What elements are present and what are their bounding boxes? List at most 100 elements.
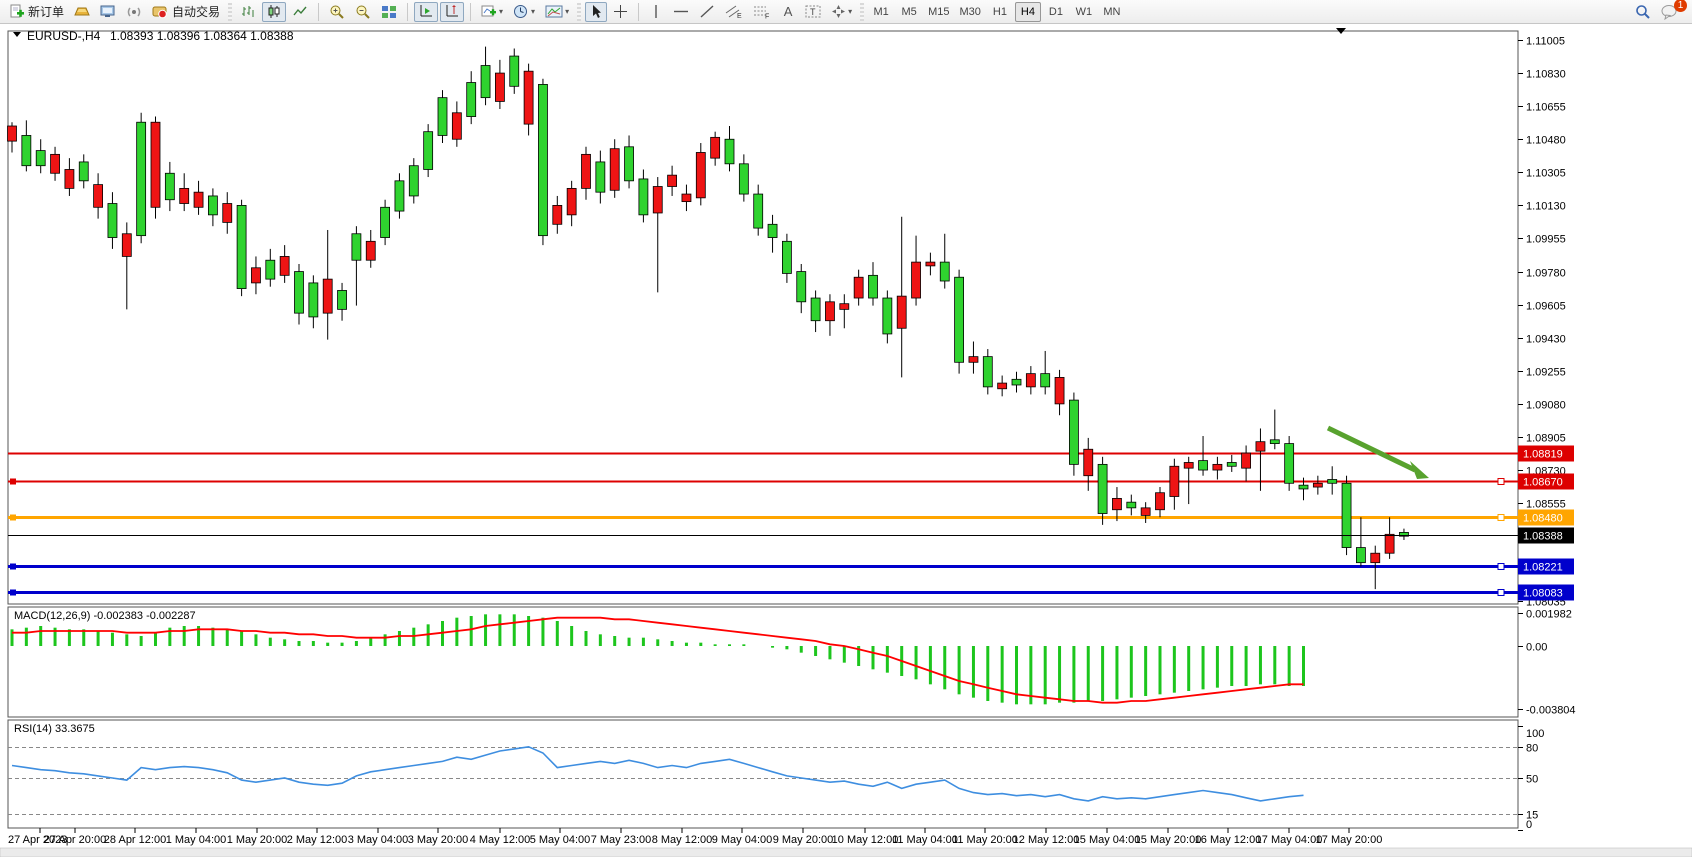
auto-scroll-icon <box>420 5 433 17</box>
line-handle[interactable] <box>10 478 16 485</box>
candle-body <box>294 271 304 314</box>
search-button[interactable] <box>1631 2 1655 22</box>
price-tick-label: 1.09780 <box>1526 268 1566 280</box>
line-handle[interactable] <box>10 514 16 521</box>
cursor-button[interactable] <box>585 1 608 22</box>
crosshair-button[interactable] <box>609 2 632 22</box>
templates-button[interactable]: ▾ <box>541 2 573 22</box>
timeframe-button-h4[interactable]: H4 <box>1014 1 1041 22</box>
rsi-tick-label: 0 <box>1526 819 1532 831</box>
candle-body <box>1298 484 1309 490</box>
dropdown-caret-icon: ▾ <box>531 7 536 16</box>
price-axis[interactable]: 1.11005 1.10830 1.10655 1.10480 1.10305 1.101… <box>1518 36 1566 609</box>
fibonacci-tool[interactable]: F <box>749 2 775 22</box>
arrows-tool[interactable]: ▾ <box>827 2 856 22</box>
news-button[interactable] <box>122 2 146 22</box>
time-tick-label: 10 May 12:00 <box>832 834 899 846</box>
crosshair-icon <box>614 5 628 18</box>
price-tick-label: 1.09080 <box>1526 400 1566 412</box>
equidistant-channel-tool[interactable]: E <box>721 2 747 22</box>
timeframe-button-m1[interactable]: M1 <box>873 5 889 18</box>
rsi-panel[interactable] <box>7 719 1519 829</box>
line-chart-button[interactable] <box>288 2 312 22</box>
candle-body <box>1011 378 1022 386</box>
candle-body <box>782 240 792 274</box>
horizontal-line-tool[interactable] <box>669 2 693 22</box>
candle-body <box>351 233 362 261</box>
time-tick-label: 27 Apr 20:00 <box>44 834 106 846</box>
price-tick-label: 1.09255 <box>1526 367 1566 379</box>
line-handle[interactable] <box>10 563 16 570</box>
rsi-line <box>11 745 1304 802</box>
macd-panel[interactable] <box>7 606 1519 718</box>
macd-indicator: MACD(12,26,9) -0.002383 -0.002287 0.00198… <box>10 609 1576 717</box>
status-bar <box>0 847 1692 857</box>
text-label-tool[interactable]: T <box>801 2 825 22</box>
candle-body <box>552 205 563 225</box>
periods-button[interactable]: ▾ <box>509 2 539 22</box>
arrow-annotation[interactable] <box>1326 425 1417 473</box>
candle-body <box>337 290 347 310</box>
timeframe-button-w1[interactable]: W1 <box>1075 5 1093 18</box>
terminal-button[interactable] <box>96 2 120 22</box>
candle-body <box>810 297 821 322</box>
text-tool[interactable]: A <box>783 4 793 19</box>
chat-button[interactable]: 1 <box>1657 0 1687 22</box>
arrow-annotation-head[interactable] <box>1410 461 1429 479</box>
svg-text:E: E <box>737 13 742 19</box>
time-tick-label: 15 May 20:00 <box>1135 834 1202 846</box>
gold-ingot-icon <box>74 7 90 16</box>
trendline-tool[interactable] <box>695 2 719 22</box>
timeframe-button-m30[interactable]: M30 <box>959 5 981 18</box>
market-watch-button[interactable] <box>70 2 94 22</box>
candle-body <box>136 121 147 237</box>
candle-body <box>509 55 520 87</box>
candle-body <box>78 161 89 182</box>
candle-body <box>997 382 1008 390</box>
zoom-out-button[interactable] <box>351 2 375 22</box>
line-handle[interactable] <box>1497 514 1505 521</box>
candle-body <box>595 161 606 193</box>
line-handle[interactable] <box>1497 563 1505 570</box>
time-tick-label: 3 May 04:00 <box>348 834 409 846</box>
new-order-button[interactable]: 新订单 <box>5 2 68 22</box>
main-chart-panel[interactable] <box>7 30 1519 605</box>
candle-body <box>251 267 261 284</box>
timeframe-button-h1[interactable]: H1 <box>992 5 1007 18</box>
zoom-in-button[interactable] <box>325 2 349 22</box>
candle-body <box>925 261 936 267</box>
auto-scroll-button[interactable] <box>414 1 439 22</box>
rsi-tick-label: 80 <box>1526 743 1538 755</box>
toolbar-grip <box>228 2 233 21</box>
indicators-button[interactable]: ▾ <box>477 2 507 22</box>
line-handle[interactable] <box>1497 589 1505 596</box>
candlestick-chart-button[interactable] <box>262 1 287 22</box>
price-tag-label: 1.08221 <box>1523 562 1563 574</box>
autotrading-button[interactable]: 自动交易 <box>148 2 224 22</box>
tile-windows-button[interactable] <box>377 2 401 22</box>
bar-chart-button[interactable] <box>236 2 260 22</box>
symbol-dropdown-icon[interactable] <box>13 32 21 37</box>
candle-body <box>1341 482 1352 548</box>
candlestick-series <box>7 46 1409 590</box>
time-tick-label: 11 May 20:00 <box>952 834 1018 846</box>
line-handle[interactable] <box>10 589 16 596</box>
time-tick-label: 1 May 20:00 <box>227 834 288 846</box>
scroll-to-end-marker[interactable] <box>1336 28 1346 34</box>
price-tick-label: 1.09605 <box>1526 301 1566 313</box>
chart-shift-button[interactable] <box>440 1 465 22</box>
timeframe-button-m5[interactable]: M5 <box>901 5 917 18</box>
line-handle[interactable] <box>1497 478 1505 485</box>
timeframe-button-m15[interactable]: M15 <box>928 5 950 18</box>
vertical-line-tool[interactable] <box>645 2 667 22</box>
timeframe-button-d1[interactable]: D1 <box>1048 5 1063 18</box>
candle-body <box>50 153 60 174</box>
candle-body <box>279 256 290 276</box>
price-tick-label: 1.10830 <box>1526 69 1566 81</box>
candle-body <box>853 276 864 299</box>
timeframe-button-mn[interactable]: MN <box>1103 5 1121 18</box>
search-icon <box>1636 4 1650 19</box>
candle-body <box>1069 399 1079 465</box>
